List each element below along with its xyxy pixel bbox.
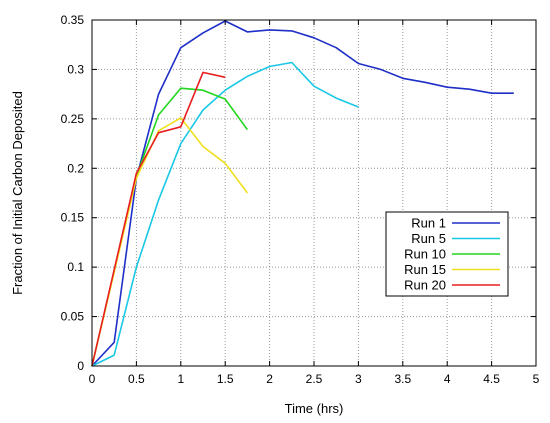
legend-label-run-1: Run 1 [411,216,446,231]
legend-label-run-5: Run 5 [411,231,446,246]
x-tick-label: 5 [533,372,540,386]
series-line-run-15 [91,117,249,367]
series-line-run-1 [91,20,514,367]
y-tick-label: 0.1 [67,260,84,274]
x-tick-label: 3 [355,372,362,386]
x-axis-label: Time (hrs) [285,401,344,416]
x-tick-label: 0 [89,372,96,386]
y-tick-label: 0.25 [61,112,85,126]
series-line-run-20 [91,71,226,367]
x-tick-label: 2 [266,372,273,386]
y-tick-label: 0.3 [67,62,84,76]
legend-label-run-10: Run 10 [404,247,446,262]
legend-label-run-20: Run 20 [404,278,446,293]
x-tick-label: 4.5 [483,372,500,386]
x-tick-label: 4 [444,372,451,386]
x-tick-label: 2.5 [306,372,323,386]
y-axis-label: Fraction of Initial Carbon Deposited [10,91,25,295]
x-tick-label: 0.5 [128,372,145,386]
axis-ticks: 0 0.5 1 1.5 2 2.5 3 3.5 4 4.5 5 0 0.05 0.1 0.15 0.2 0.25… [61,13,540,386]
y-tick-label: 0 [77,359,84,373]
y-tick-label: 0.35 [61,13,85,27]
x-tick-label: 3.5 [394,372,411,386]
y-tick-label: 0.15 [61,211,85,225]
x-tick-label: 1.5 [217,372,234,386]
y-tick-label: 0.05 [61,310,85,324]
grid-lines [92,20,536,366]
legend-label-run-15: Run 15 [404,262,446,277]
series-line-run-5 [91,61,359,367]
series-lines [91,20,514,367]
y-tick-label: 0.2 [67,161,84,175]
x-tick-label: 1 [177,372,184,386]
